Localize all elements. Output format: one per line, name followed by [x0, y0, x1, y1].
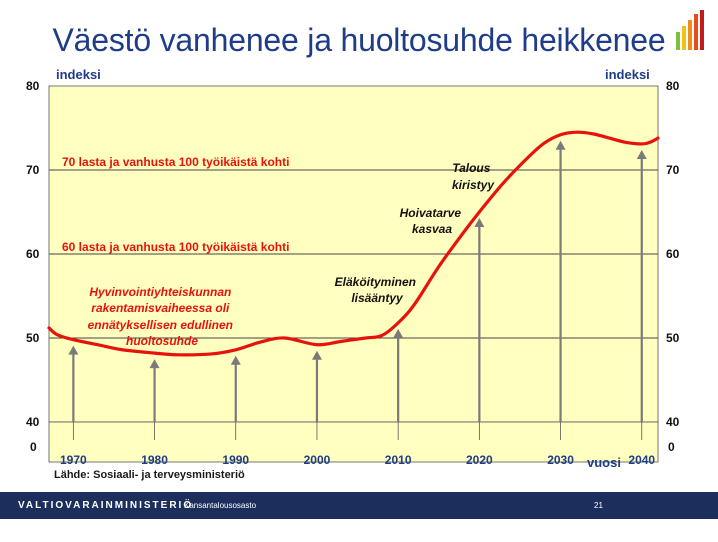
x-tick-label-2040: 2040 [628, 453, 655, 467]
x-tick-label-2000: 2000 [304, 453, 331, 467]
y-tick-left-60: 60 [26, 247, 40, 261]
annotation-welfare-line-1: Hyvinvointiyhteiskunnan [89, 285, 231, 299]
event-arrow-1980 [149, 359, 160, 422]
annotation-economy-line-1: Talous [452, 161, 491, 175]
event-arrow-2020 [474, 218, 485, 422]
annotation-care-line-2: kasvaa [412, 222, 452, 236]
y-tick-right-70: 70 [666, 163, 680, 177]
annotation-economy-line-2: kiristyy [452, 178, 495, 192]
x-tick-label-1970: 1970 [60, 453, 87, 467]
bar-logo-icon [676, 10, 704, 50]
source-note: Lähde: Sosiaali- ja terveysministeriö [54, 469, 245, 481]
event-arrow-2040 [636, 149, 647, 422]
annotation-welfare: Hyvinvointiyhteiskunnan rakentamisvaihee… [88, 285, 237, 348]
y-axis-label-right: indeksi [605, 67, 650, 82]
footer-department: Kansantalousosasto [184, 501, 257, 510]
annotation-economy: Talous kiristyy [452, 161, 495, 192]
y-tick-left-40: 40 [26, 415, 40, 429]
y-axis-label-left: indeksi [56, 67, 101, 82]
annotation-retirement: Eläköityminen lisääntyy [335, 275, 420, 305]
x-axis-label: vuosi [587, 455, 621, 470]
y-tick-right-80: 80 [666, 79, 680, 93]
annotation-care: Hoivatarve kasvaa [400, 206, 465, 236]
event-arrow-1990 [230, 355, 241, 422]
x-tick-label-1990: 1990 [222, 453, 249, 467]
reference-label-70: 70 lasta ja vanhusta 100 työikäistä koht… [62, 155, 289, 169]
reference-label-60: 60 lasta ja vanhusta 100 työikäistä koht… [62, 240, 289, 254]
annotation-welfare-line-4: huoltosuhde [126, 334, 198, 348]
x-tick-label-2010: 2010 [385, 453, 412, 467]
footer-ministry: VALTIOVARAINMINISTERIÖ [18, 500, 194, 511]
y-tick-right-40: 40 [666, 415, 680, 429]
y-tick-right-50: 50 [666, 331, 680, 345]
y-tick-right-60: 60 [666, 247, 680, 261]
page-number: 21 [594, 501, 603, 510]
annotation-welfare-line-3: ennätyksellisen edullinen [88, 318, 233, 332]
annotation-retirement-line-1: Eläköityminen [335, 275, 416, 289]
x-tick-label-2020: 2020 [466, 453, 493, 467]
annotation-welfare-line-2: rakentamisvaiheessa oli [91, 301, 230, 315]
event-arrow-2010 [393, 328, 404, 422]
footer-bar: VALTIOVARAINMINISTERIÖ Kansantalousosast… [0, 492, 718, 519]
series-line [47, 130, 660, 357]
y-zero-label-left: 0 [30, 440, 37, 454]
y-tick-left-80: 80 [26, 79, 40, 93]
annotation-care-line-1: Hoivatarve [400, 206, 462, 220]
slide-title: Väestö vanhenee ja huoltosuhde heikkenee [52, 22, 666, 58]
y-tick-left-50: 50 [26, 331, 40, 345]
y-zero-label-right: 0 [668, 440, 675, 454]
event-arrow-2030 [555, 140, 566, 422]
event-arrow-2000 [311, 350, 322, 422]
y-tick-left-70: 70 [26, 163, 40, 177]
x-tick-label-2030: 2030 [547, 453, 574, 467]
x-tick-label-1980: 1980 [141, 453, 168, 467]
line-chart: 70 lasta ja vanhusta 100 työikäistä koht… [26, 67, 680, 470]
event-arrow-1970 [68, 345, 79, 422]
annotation-retirement-line-2: lisääntyy [351, 291, 404, 305]
axis-zero-strip [48, 421, 659, 463]
